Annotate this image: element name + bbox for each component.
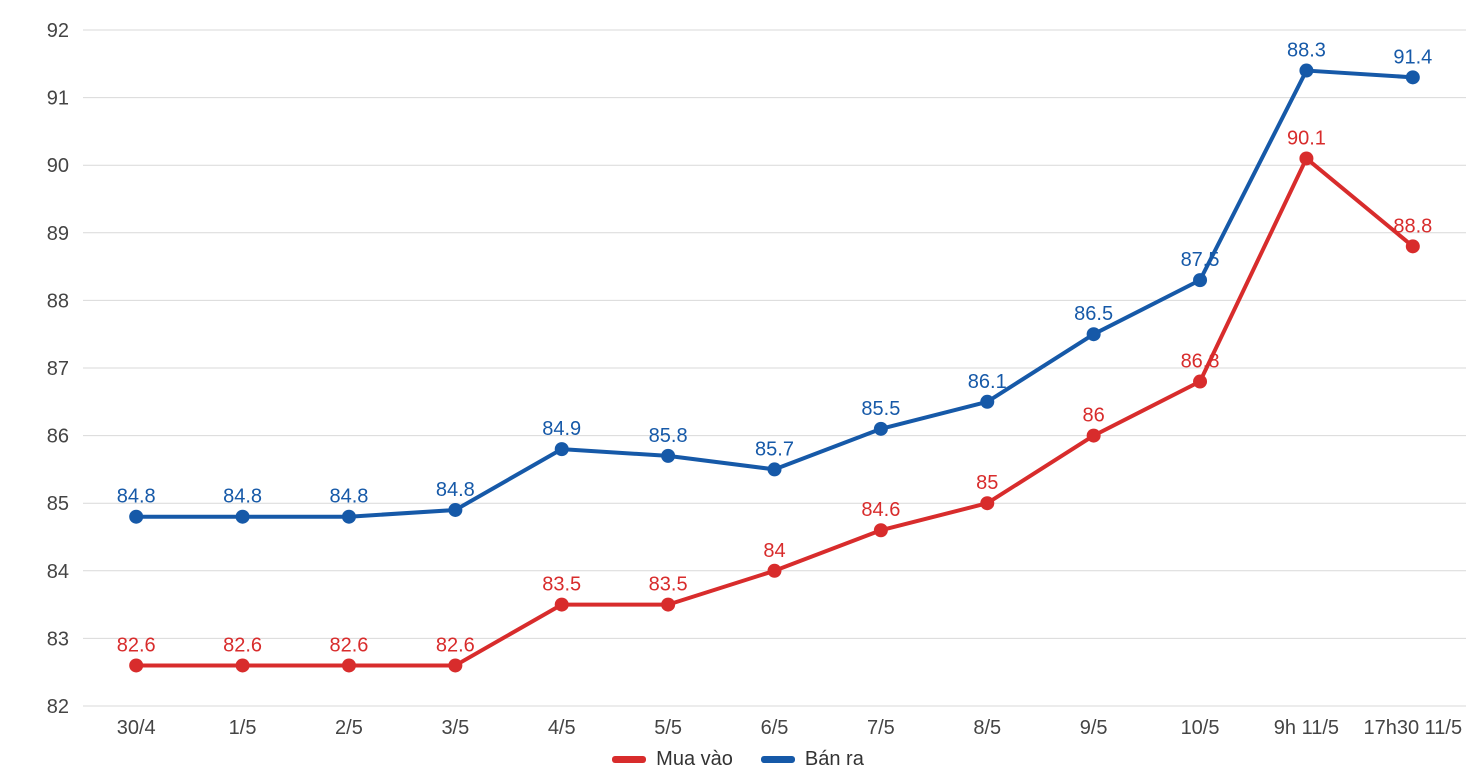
series-marker <box>448 658 462 672</box>
data-label: 84 <box>763 540 785 562</box>
data-label: 84.8 <box>436 479 475 501</box>
data-label: 91.4 <box>1393 46 1432 68</box>
data-label: 86.8 <box>1181 351 1220 373</box>
legend-label: Mua vào <box>656 748 733 771</box>
series-marker <box>980 395 994 409</box>
legend-swatch <box>612 756 646 763</box>
y-axis-label: 85 <box>47 493 69 515</box>
chart-container: 82 83 84 85 86 87 88 89 90 91 92 30/4 1/5 2/5 3/5 4/5 5/… <box>0 0 1476 781</box>
series-marker <box>1406 70 1420 84</box>
series-marker <box>874 422 888 436</box>
series-marker <box>555 442 569 456</box>
series-marker <box>1087 429 1101 443</box>
series-marker <box>342 510 356 524</box>
x-axis-label: 30/4 <box>117 717 156 739</box>
data-label: 90.1 <box>1287 127 1326 149</box>
series-marker <box>768 564 782 578</box>
data-label: 86 <box>1083 405 1105 427</box>
series-marker <box>661 598 675 612</box>
x-axis-label: 1/5 <box>229 717 257 739</box>
data-label: 88.8 <box>1393 215 1432 237</box>
y-axis-label: 90 <box>47 155 69 177</box>
series-marker <box>129 510 143 524</box>
x-axis-label: 10/5 <box>1181 717 1220 739</box>
series-marker <box>342 658 356 672</box>
data-label: 82.6 <box>223 634 262 656</box>
series-marker <box>980 496 994 510</box>
y-axis-label: 91 <box>47 88 69 110</box>
data-label: 86.5 <box>1074 303 1113 325</box>
data-label: 83.5 <box>649 574 688 596</box>
series-marker <box>1193 375 1207 389</box>
data-label: 85.7 <box>755 438 794 460</box>
legend-item-0: Mua vào <box>612 748 733 771</box>
x-axis-label: 3/5 <box>441 717 469 739</box>
x-axis-label: 9/5 <box>1080 717 1108 739</box>
series-marker <box>1406 239 1420 253</box>
chart-legend: Mua vào Bán ra <box>0 748 1476 771</box>
series-marker <box>448 503 462 517</box>
x-axis-label: 9h 11/5 <box>1274 717 1339 739</box>
x-axis-label: 2/5 <box>335 717 363 739</box>
data-label: 84.9 <box>542 418 581 440</box>
y-axis-label: 89 <box>47 223 69 245</box>
series-marker <box>1193 273 1207 287</box>
x-axis-label: 7/5 <box>867 717 895 739</box>
data-label: 82.6 <box>436 634 475 656</box>
legend-item-1: Bán ra <box>761 748 864 771</box>
line-chart: 82 83 84 85 86 87 88 89 90 91 92 30/4 1/5 2/5 3/5 4/5 5/… <box>0 0 1476 781</box>
y-axis-label: 82 <box>47 696 69 718</box>
series-marker <box>236 658 250 672</box>
y-axis-label: 88 <box>47 290 69 312</box>
series-marker <box>555 598 569 612</box>
data-label: 85.5 <box>861 398 900 420</box>
y-axis-label: 83 <box>47 628 69 650</box>
series-marker <box>661 449 675 463</box>
data-label: 82.6 <box>329 634 368 656</box>
x-axis-label: 17h30 11/5 <box>1363 717 1462 739</box>
data-label: 84.8 <box>117 486 156 508</box>
series-marker <box>236 510 250 524</box>
data-label: 87.5 <box>1181 249 1220 271</box>
legend-label: Bán ra <box>805 748 864 771</box>
series-marker <box>1087 327 1101 341</box>
series-marker <box>1299 64 1313 78</box>
data-label: 85.8 <box>649 425 688 447</box>
series-marker <box>768 462 782 476</box>
data-label: 84.8 <box>329 486 368 508</box>
legend-swatch <box>761 756 795 763</box>
data-label: 84.8 <box>223 486 262 508</box>
series-marker <box>1299 151 1313 165</box>
data-label: 88.3 <box>1287 40 1326 62</box>
series-marker <box>129 658 143 672</box>
data-label: 82.6 <box>117 634 156 656</box>
x-axis-label: 5/5 <box>654 717 682 739</box>
x-axis-label: 6/5 <box>761 717 789 739</box>
x-axis-label: 4/5 <box>548 717 576 739</box>
data-label: 85 <box>976 472 998 494</box>
y-axis-label: 87 <box>47 358 69 380</box>
data-label: 83.5 <box>542 574 581 596</box>
data-label: 86.1 <box>968 371 1007 393</box>
series-marker <box>874 523 888 537</box>
y-axis-label: 86 <box>47 426 69 448</box>
y-axis-label: 84 <box>47 561 69 583</box>
data-label: 84.6 <box>861 499 900 521</box>
x-axis-label: 8/5 <box>973 717 1001 739</box>
y-axis-label: 92 <box>47 20 69 42</box>
